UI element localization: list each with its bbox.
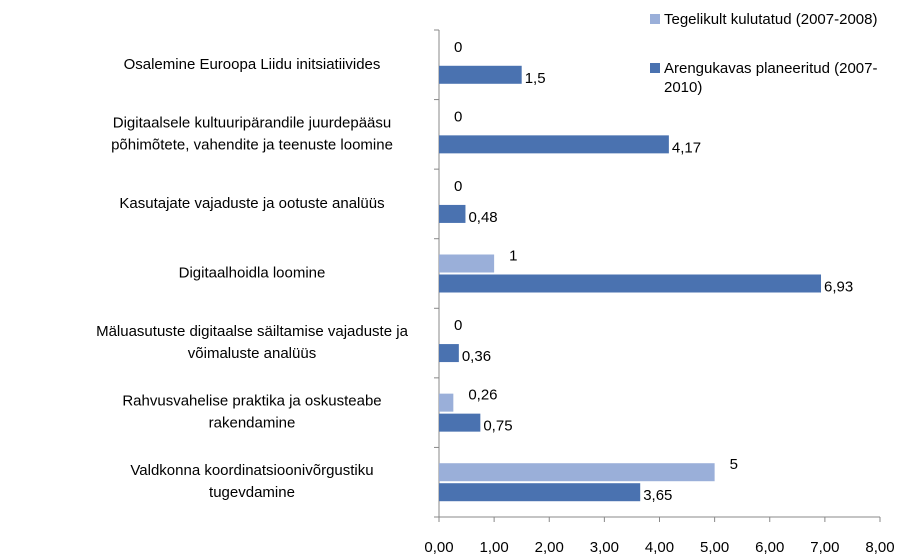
category-label: Kasutajate vajaduste ja ootuste analüüs xyxy=(119,195,384,212)
category-line: rakendamine xyxy=(209,415,296,432)
x-tick-label: 6,00 xyxy=(755,539,784,556)
category-label: Mäluasutuste digitaalse säiltamise vajad… xyxy=(96,323,408,362)
bar xyxy=(439,393,454,412)
x-tick-label: 4,00 xyxy=(645,539,674,556)
value-label: 1 xyxy=(509,247,517,264)
bar xyxy=(439,135,669,154)
value-label: 4,17 xyxy=(672,139,701,156)
value-label: 0 xyxy=(454,317,462,334)
value-label: 0 xyxy=(454,178,462,195)
value-label: 0,26 xyxy=(468,387,497,404)
legend-label: Tegelikult kulutatud (2007-2008) xyxy=(664,11,878,28)
category-line: Valdkonna koordinatsioonivõrgustiku xyxy=(130,462,373,479)
x-tick-label: 7,00 xyxy=(810,539,839,556)
bar xyxy=(439,274,822,293)
category-line: Osalemine Euroopa Liidu initsiatiivides xyxy=(124,56,381,73)
category-line: Digitaalsele kultuuripärandile juurdepää… xyxy=(113,114,392,131)
category-label: Rahvusvahelise praktika ja oskusteabe rak… xyxy=(122,393,381,432)
category-line: Mäluasutuste digitaalse säiltamise vajad… xyxy=(96,323,408,340)
legend-label: Arengukavas planeeritud (2007-2010) xyxy=(664,60,878,96)
category-label: Osalemine Euroopa Liidu initsiatiivides xyxy=(124,56,381,73)
legend-swatch xyxy=(650,14,660,24)
x-tick-label: 5,00 xyxy=(700,539,729,556)
category-line: võimaluste analüüs xyxy=(188,345,316,362)
value-label: 5 xyxy=(730,456,738,473)
category-line: tugevdamine xyxy=(209,484,295,501)
bar xyxy=(439,65,522,84)
value-label: 3,65 xyxy=(643,487,672,504)
value-label: 0,75 xyxy=(483,418,512,435)
category-line: Rahvusvahelise praktika ja oskusteabe xyxy=(122,393,381,410)
value-label: 0,36 xyxy=(462,348,491,365)
legend-item: Tegelikult kulutatud (2007-2008) xyxy=(650,10,905,29)
category-line: põhimõtete, vahendite ja teenuste loomin… xyxy=(111,136,393,153)
value-label: 6,93 xyxy=(824,278,853,295)
bar xyxy=(439,483,641,502)
category-line: Kasutajate vajaduste ja ootuste analüüs xyxy=(119,195,384,212)
bar xyxy=(439,413,481,432)
x-tick-label: 1,00 xyxy=(480,539,509,556)
bar xyxy=(439,463,715,482)
x-tick-label: 8,00 xyxy=(865,539,894,556)
legend-item: Arengukavas planeeritud (2007-2010) xyxy=(650,59,905,97)
value-label: 0,48 xyxy=(468,209,497,226)
bar xyxy=(439,204,466,223)
x-tick-label: 0,00 xyxy=(424,539,453,556)
category-line: Digitaalhoidla loomine xyxy=(179,264,326,281)
value-label: 0 xyxy=(454,39,462,56)
bar xyxy=(439,254,495,273)
value-label: 1,5 xyxy=(525,70,546,87)
bar xyxy=(439,344,459,363)
x-tick-label: 3,00 xyxy=(590,539,619,556)
x-tick-label: 2,00 xyxy=(535,539,564,556)
category-label: Digitaalhoidla loomine xyxy=(179,264,326,281)
value-label: 0 xyxy=(454,108,462,125)
legend-swatch xyxy=(650,63,660,73)
category-label: Digitaalsele kultuuripärandile juurdepää… xyxy=(111,114,393,153)
legend: Tegelikult kulutatud (2007-2008) Arenguka… xyxy=(650,10,905,127)
category-label: Valdkonna koordinatsioonivõrgustiku tugev… xyxy=(130,462,373,501)
